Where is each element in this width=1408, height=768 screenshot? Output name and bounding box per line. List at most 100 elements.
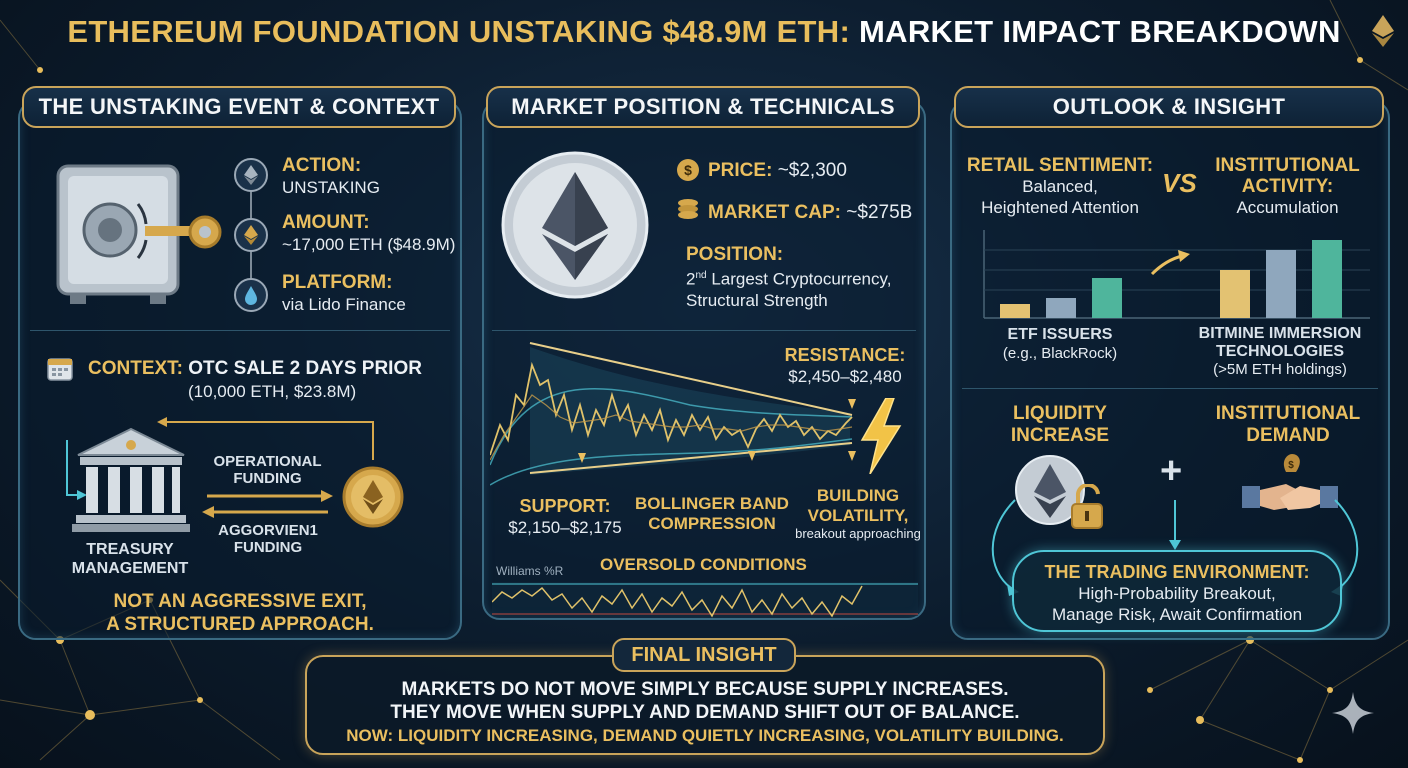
bitmine-line2: TECHNOLOGIES	[1215, 343, 1344, 360]
conclusion-line2: A STRUCTURED APPROACH.	[106, 614, 374, 635]
resistance-value: $2,450–$2,480	[788, 367, 902, 386]
calendar-icon	[47, 358, 73, 381]
action-value: UNSTAKING	[282, 178, 380, 197]
volatility-line2: VOLATILITY,	[807, 506, 909, 525]
arrow-right-icon	[207, 490, 333, 502]
divider	[962, 388, 1378, 389]
resistance-block: RESISTANCE: $2,450–$2,480	[770, 345, 920, 387]
volatility-line1: BUILDING	[816, 486, 900, 505]
drop-icon	[234, 278, 268, 312]
stack-icon	[678, 199, 698, 219]
position-line1: 2nd Largest Cryptocurrency,	[686, 265, 891, 290]
position-label: POSITION:	[686, 244, 784, 265]
etf-label: ETF ISSUERS	[1007, 326, 1113, 343]
institutional-activity-block: INSTITUTIONAL ACTIVITY: Accumulation	[1200, 155, 1375, 218]
amount-label: AMOUNT:	[282, 212, 370, 233]
volatility-block: BUILDING VOLATILITY, breakout approachin…	[780, 486, 936, 541]
operational-funding-label: OPERATIONAL FUNDING	[205, 453, 330, 487]
final-insight-header: FINAL INSIGHT	[612, 638, 796, 672]
handshake-icon: $	[1242, 454, 1338, 510]
demand-line1: INSTITUTIONAL	[1215, 403, 1361, 424]
resistance-label: RESISTANCE:	[784, 345, 906, 365]
trading-line1: High-Probability Breakout,	[1078, 584, 1276, 603]
mcap-line: MARKET CAP: ~$275B	[708, 202, 912, 224]
etf-block: ETF ISSUERS (e.g., BlackRock)	[980, 325, 1140, 363]
price-value: ~$2,300	[777, 160, 847, 181]
oversold-label: OVERSOLD CONDITIONS	[600, 555, 807, 574]
op-funding-line1: OPERATIONAL	[213, 453, 322, 470]
liquidity-block: LIQUIDITY INCREASE	[990, 403, 1130, 447]
action-label: ACTION:	[282, 155, 362, 176]
title-gold: ETHEREUM FOUNDATION UNSTAKING $48.9M ETH…	[67, 14, 851, 49]
left-panel-header: THE UNSTAKING EVENT & CONTEXT	[22, 86, 456, 128]
retail-label: RETAIL SENTIMENT:	[966, 155, 1154, 176]
ethereum-icon	[1015, 455, 1085, 525]
position-rank: 2	[686, 269, 696, 289]
position-line1-rest: Largest Cryptocurrency,	[711, 269, 892, 289]
coin-icon	[342, 466, 404, 528]
op-funding-line2: FUNDING	[233, 470, 302, 487]
williams-chart	[492, 582, 918, 618]
treasury-line2: MANAGEMENT	[71, 560, 189, 577]
support-label: SUPPORT:	[519, 496, 611, 516]
context-line: CONTEXT: OTC SALE 2 DAYS PRIOR	[88, 358, 422, 380]
amount-block: AMOUNT: ~17,000 ETH ($48.9M)	[282, 212, 455, 256]
vault-icon	[56, 164, 222, 304]
trading-environment-box	[1012, 550, 1342, 632]
inst-label-2: ACTIVITY:	[1241, 176, 1334, 197]
platform-block: PLATFORM: via Lido Finance	[282, 272, 406, 316]
retail-block: RETAIL SENTIMENT: Balanced, Heightened A…	[960, 155, 1160, 218]
aggorvien-funding-label: AGGORVIEN1 FUNDING	[208, 522, 328, 556]
ethereum-icon	[234, 218, 268, 252]
support-block: SUPPORT: $2,150–$2,175	[500, 496, 630, 538]
svg-text:$: $	[684, 162, 692, 178]
context-value: OTC SALE 2 DAYS PRIOR	[188, 358, 422, 379]
bank-icon	[72, 427, 190, 532]
divider	[492, 330, 916, 331]
lightning-icon	[860, 398, 902, 474]
sparkle-icon	[1332, 692, 1374, 734]
inst-value: Accumulation	[1236, 198, 1339, 217]
support-value: $2,150–$2,175	[508, 518, 622, 537]
right-header-label: OUTLOOK & INSIGHT	[1052, 94, 1286, 119]
dollar-icon: $	[677, 159, 699, 181]
liquidity-line2: INCREASE	[1010, 425, 1110, 446]
middle-panel-header: MARKET POSITION & TECHNICALS	[486, 86, 920, 128]
right-panel-header: OUTLOOK & INSIGHT	[954, 86, 1384, 128]
treasury-label: TREASURY MANAGEMENT	[60, 540, 200, 578]
liquidity-line1: LIQUIDITY	[1013, 403, 1107, 424]
agg-funding-line1: AGGORVIEN1	[218, 522, 318, 539]
position-block: POSITION: 2nd Largest Cryptocurrency, St…	[686, 244, 891, 311]
context-label: CONTEXT:	[88, 358, 183, 379]
trading-label: THE TRADING ENVIRONMENT:	[1044, 562, 1310, 582]
bitmine-line1: BITMINE IMMERSION	[1198, 325, 1362, 342]
bitmine-sub: (>5M ETH holdings)	[1213, 361, 1347, 378]
arrow-left-icon	[202, 506, 328, 518]
mcap-value: ~$275B	[846, 202, 913, 223]
retail-value-1: Balanced,	[1022, 177, 1098, 196]
trading-environment-text: THE TRADING ENVIRONMENT: High-Probabilit…	[1012, 562, 1342, 625]
trading-line2: Manage Risk, Await Confirmation	[1051, 605, 1303, 624]
mcap-label: MARKET CAP:	[708, 202, 841, 223]
price-label: PRICE:	[708, 160, 773, 181]
lock-icon	[1071, 484, 1103, 529]
etf-sub: (e.g., BlackRock)	[1002, 345, 1118, 362]
middle-header-label: MARKET POSITION & TECHNICALS	[511, 94, 895, 119]
bollinger-line1: BOLLINGER BAND	[635, 494, 789, 513]
ethereum-icon	[501, 151, 649, 299]
retail-value-2: Heightened Attention	[981, 198, 1139, 217]
position-rank-suffix: nd	[695, 270, 707, 281]
agg-funding-line2: FUNDING	[233, 539, 303, 556]
insight-line2: THEY MOVE WHEN SUPPLY AND DEMAND SHIFT O…	[390, 702, 1020, 723]
svg-text:$: $	[1288, 460, 1294, 471]
left-header-label: THE UNSTAKING EVENT & CONTEXT	[38, 94, 440, 119]
price-chart	[490, 342, 856, 486]
williams-label: Williams %R	[496, 564, 564, 578]
insight-line1: MARKETS DO NOT MOVE SIMPLY BECAUSE SUPPL…	[401, 679, 1009, 700]
inst-demand-block: INSTITUTIONAL DEMAND	[1200, 403, 1376, 447]
platform-label: PLATFORM:	[282, 272, 393, 293]
amount-value: ~17,000 ETH ($48.9M)	[282, 235, 456, 254]
platform-value: via Lido Finance	[282, 295, 406, 314]
funding-flow	[66, 417, 374, 500]
demand-line2: DEMAND	[1246, 425, 1330, 446]
